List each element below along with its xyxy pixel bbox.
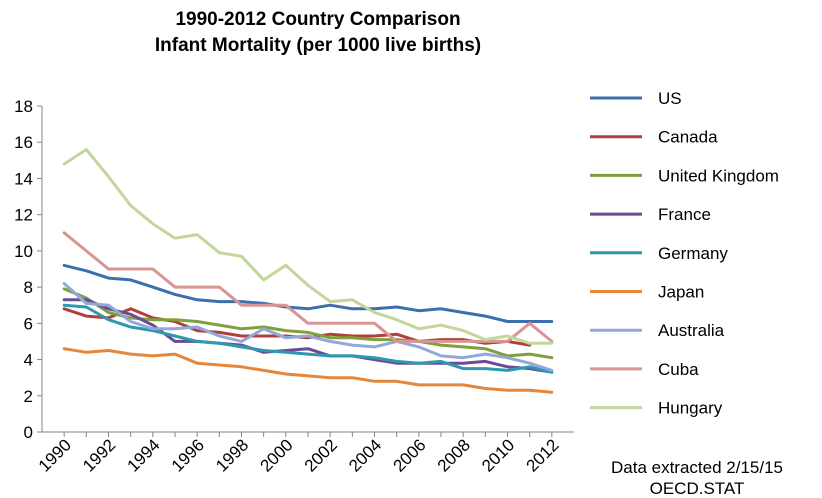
y-tick-label: 12	[14, 206, 33, 225]
x-tick-label: 2002	[301, 435, 341, 475]
x-tick-label: 2008	[434, 435, 474, 475]
x-tick-label: 2000	[256, 435, 296, 475]
y-tick-label: 4	[24, 351, 33, 370]
x-tick-label: 1998	[212, 435, 252, 475]
x-tick-label: 2006	[389, 435, 429, 475]
chart-title-line-1: 1990-2012 Country Comparison	[175, 9, 460, 30]
series-line-united-kingdom	[62, 287, 554, 360]
chart-title: 1990-2012 Country Comparison Infant Mort…	[155, 9, 481, 56]
legend-label-canada: Canada	[658, 128, 718, 147]
y-tick-label: 8	[24, 278, 33, 297]
x-tick-label: 1990	[35, 435, 75, 475]
x-tick-label: 1996	[168, 435, 208, 475]
y-axis-ticks: 0 2 4 6 8 10 12 14 16 18	[14, 97, 42, 442]
y-tick-label: 10	[14, 242, 33, 261]
legend-label-australia: Australia	[658, 321, 725, 340]
y-tick-label: 2	[24, 387, 33, 406]
legend-label-us: US	[658, 89, 682, 108]
y-tick-label: 18	[14, 97, 33, 116]
legend-label-france: France	[658, 205, 711, 224]
series-lines	[62, 148, 554, 394]
x-tick-label: 2010	[478, 435, 518, 475]
legend-label-hungary: Hungary	[658, 399, 723, 418]
legend: US Canada United Kingdom France Germany Japan…	[590, 89, 779, 418]
x-axis-ticks: 1990 1992 1994 1996 1998 2000 2002 2004 2006 2008…	[35, 432, 563, 476]
legend-label-germany: Germany	[658, 244, 728, 263]
x-tick-label: 2004	[345, 435, 385, 475]
data-extracted-note: Data extracted 2/15/15	[611, 458, 783, 477]
series-line-japan	[62, 347, 554, 394]
legend-label-cuba: Cuba	[658, 360, 699, 379]
y-tick-label: 14	[14, 169, 33, 188]
series-line-france	[62, 298, 554, 374]
series-line-cuba	[62, 231, 554, 343]
source-name-note: OECD.STAT	[650, 479, 745, 498]
x-tick-label: 1992	[79, 435, 119, 475]
series-line-australia	[62, 282, 554, 372]
y-tick-label: 6	[24, 314, 33, 333]
series-line-hungary	[62, 148, 554, 345]
source-note: Data extracted 2/15/15 OECD.STAT	[611, 458, 783, 498]
y-tick-label: 0	[24, 423, 33, 442]
legend-label-japan: Japan	[658, 283, 704, 302]
legend-label-united-kingdom: United Kingdom	[658, 166, 779, 185]
series-line-us	[62, 263, 554, 323]
x-tick-label: 1994	[123, 435, 163, 475]
chart-title-line-2: Infant Mortality (per 1000 live births)	[155, 35, 481, 56]
series-line-germany	[62, 303, 554, 374]
y-tick-label: 16	[14, 133, 33, 152]
x-tick-label: 2012	[522, 435, 562, 475]
